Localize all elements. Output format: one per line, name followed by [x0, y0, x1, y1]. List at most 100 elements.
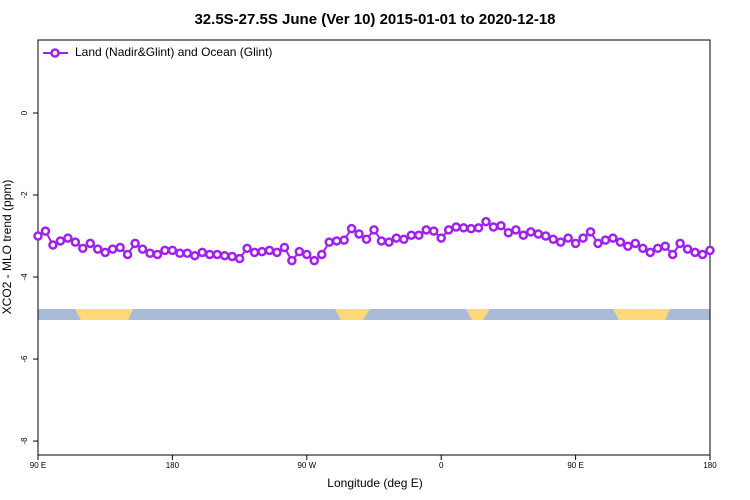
data-point: [585, 227, 596, 237]
y-axis-label: XCO2 - MLO trend (ppm): [0, 180, 14, 315]
data-point: [623, 241, 633, 252]
data-point: [660, 241, 670, 252]
y-tick-label: -6: [20, 355, 29, 363]
y-tick-label: 0: [20, 110, 29, 115]
land-ocean-mask: [38, 309, 710, 320]
data-point: [264, 245, 275, 256]
data-point: [488, 222, 499, 232]
data-point: [518, 230, 529, 240]
data-point: [287, 255, 297, 266]
data-point: [309, 255, 320, 266]
data-point: [167, 245, 178, 256]
data-point: [331, 236, 342, 246]
data-point: [175, 248, 185, 258]
data-point: [70, 237, 81, 247]
x-tick-label: 180: [703, 461, 717, 470]
data-point: [302, 249, 312, 260]
data-point: [190, 250, 200, 261]
data-point: [339, 235, 349, 245]
y-tick-label: -2: [20, 191, 29, 199]
data-point: [227, 251, 237, 262]
data-point: [204, 249, 215, 260]
data-point: [436, 233, 446, 243]
data-point: [615, 237, 626, 247]
data-point: [481, 216, 491, 227]
data-point: [63, 233, 73, 243]
data-point: [279, 242, 290, 253]
data-point: [578, 233, 588, 243]
x-tick-label: 0: [439, 461, 444, 470]
data-point: [122, 249, 133, 260]
data-point: [428, 226, 439, 236]
data-point: [675, 238, 685, 249]
legend-marker: [50, 48, 60, 58]
data-point: [652, 243, 663, 254]
data-point: [219, 250, 230, 261]
data-point: [33, 231, 43, 241]
data-point: [182, 248, 193, 258]
data-point: [145, 248, 155, 258]
legend-label: Land (Nadir&Glint) and Ocean (Glint): [75, 45, 272, 59]
data-point: [414, 230, 424, 240]
data-point: [78, 243, 88, 254]
data-point: [257, 246, 267, 257]
data-point: [548, 234, 558, 245]
data-point: [48, 240, 58, 250]
data-point: [92, 244, 103, 254]
data-point: [100, 247, 110, 258]
data-point: [369, 225, 379, 235]
x-tick-label: 180: [166, 461, 180, 470]
data-point: [316, 249, 327, 260]
data-point: [107, 244, 118, 254]
data-point: [346, 223, 357, 234]
data-point: [130, 238, 140, 249]
data-point: [570, 238, 581, 249]
data-point: [540, 231, 551, 241]
data-point: [212, 249, 222, 260]
data-point: [563, 233, 573, 243]
data-point: [526, 227, 536, 237]
data-point: [376, 236, 387, 246]
data-point: [197, 247, 208, 258]
data-point: [384, 237, 394, 247]
data-point: [391, 233, 402, 243]
data-point: [496, 221, 506, 231]
ocean-band: [38, 309, 710, 320]
y-tick-label: -4: [20, 273, 29, 281]
data-point: [55, 236, 66, 246]
data-point: [272, 247, 282, 258]
data-point: [234, 253, 245, 264]
data-point: [682, 244, 693, 254]
data-point: [697, 249, 708, 260]
data-point: [242, 243, 252, 254]
data-point: [443, 225, 454, 235]
chart-title: 32.5S-27.5S June (Ver 10) 2015-01-01 to …: [194, 11, 555, 28]
data-point: [511, 225, 521, 235]
data-point: [115, 242, 125, 253]
data-point: [406, 230, 417, 240]
x-tick-label: 90 E: [567, 461, 583, 470]
data-point: [137, 244, 148, 254]
data-point: [503, 227, 514, 238]
data-point: [249, 247, 260, 258]
data-point: [473, 223, 484, 233]
data-point: [361, 234, 372, 245]
data-point: [600, 235, 611, 245]
data-point: [40, 226, 51, 236]
data-point: [458, 223, 469, 233]
data-point: [160, 245, 170, 256]
data-point: [667, 249, 678, 260]
data-point: [466, 223, 476, 234]
data-point: [354, 229, 364, 239]
data-point: [533, 229, 544, 239]
data-point: [555, 237, 566, 247]
data-point: [451, 222, 461, 232]
data-point: [399, 234, 409, 245]
y-tick-label: -8: [20, 437, 29, 445]
data-point: [645, 247, 656, 258]
land-band: [75, 309, 133, 320]
data-point: [152, 249, 163, 260]
data-point: [324, 237, 334, 247]
